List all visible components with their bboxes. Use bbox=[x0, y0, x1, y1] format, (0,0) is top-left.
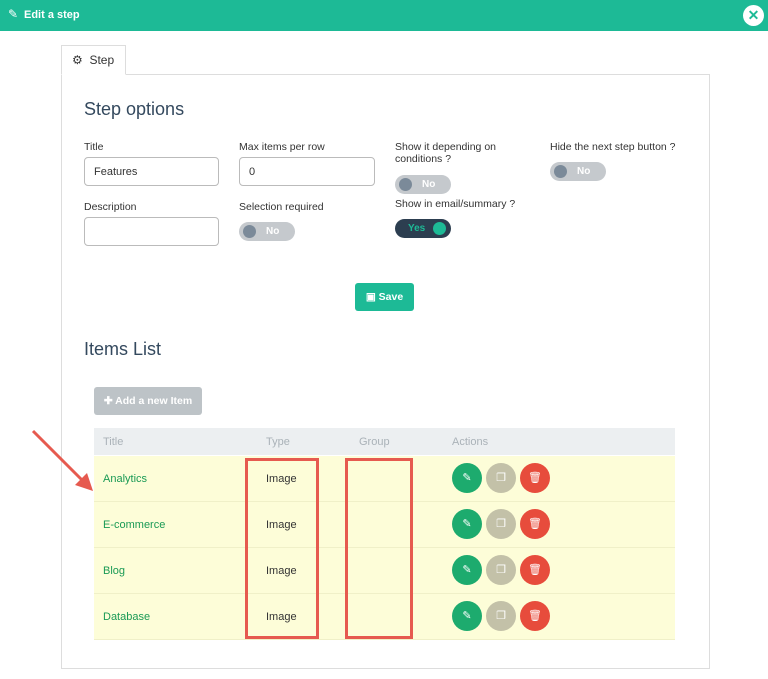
trash-icon: 🗑 bbox=[528, 518, 542, 530]
table-header: Title Type Group Actions bbox=[94, 428, 675, 455]
duplicate-button[interactable]: ❐ bbox=[486, 555, 516, 585]
item-type: Image bbox=[266, 519, 297, 531]
title-input[interactable]: Features bbox=[84, 157, 219, 186]
delete-button[interactable]: 🗑 bbox=[520, 509, 550, 539]
title-label: Title bbox=[84, 141, 104, 153]
edit-button[interactable]: ✎ bbox=[452, 509, 482, 539]
plus-icon: ✚ bbox=[103, 395, 113, 407]
pencil-icon: ✎ bbox=[462, 564, 472, 576]
table-row: Blog Image ✎ ❐ 🗑 bbox=[94, 548, 675, 594]
modal-header bbox=[0, 0, 768, 31]
max-items-input[interactable]: 0 bbox=[239, 157, 375, 186]
hide-next-label: Hide the next step button ? bbox=[550, 141, 676, 153]
copy-icon: ❐ bbox=[496, 518, 506, 530]
step-options-heading: Step options bbox=[84, 99, 185, 119]
selection-required-toggle[interactable]: No bbox=[239, 222, 295, 241]
tab-panel bbox=[61, 74, 710, 669]
edit-button[interactable]: ✎ bbox=[452, 463, 482, 493]
table-row: Analytics Image ✎ ❐ 🗑 bbox=[94, 456, 675, 502]
edit-button[interactable]: ✎ bbox=[452, 555, 482, 585]
max-items-label: Max items per row bbox=[239, 141, 325, 153]
modal-title: Edit a step bbox=[24, 9, 80, 21]
item-title[interactable]: Database bbox=[103, 611, 151, 623]
pencil-icon: ✎ bbox=[462, 518, 472, 530]
hide-next-toggle[interactable]: No bbox=[550, 162, 606, 181]
duplicate-button[interactable]: ❐ bbox=[486, 463, 516, 493]
tab-label: Step bbox=[89, 53, 115, 67]
item-type: Image bbox=[266, 611, 297, 623]
duplicate-button[interactable]: ❐ bbox=[486, 601, 516, 631]
col-group: Group bbox=[359, 436, 390, 448]
table-row: E-commerce Image ✎ ❐ 🗑 bbox=[94, 502, 675, 548]
annotation-box-group bbox=[345, 458, 413, 639]
gear-icon: ⚙ bbox=[72, 53, 83, 67]
selection-required-label: Selection required bbox=[239, 201, 324, 213]
annotation-arrow bbox=[31, 429, 93, 491]
close-icon: ✕ bbox=[747, 7, 760, 23]
delete-button[interactable]: 🗑 bbox=[520, 601, 550, 631]
pencil-icon: ✎ bbox=[462, 472, 472, 484]
description-input[interactable] bbox=[84, 217, 219, 246]
table-row: Database Image ✎ ❐ 🗑 bbox=[94, 594, 675, 640]
delete-button[interactable]: 🗑 bbox=[520, 555, 550, 585]
edit-button[interactable]: ✎ bbox=[452, 601, 482, 631]
copy-icon: ❐ bbox=[496, 564, 506, 576]
duplicate-button[interactable]: ❐ bbox=[486, 509, 516, 539]
pencil-icon: ✎ bbox=[462, 610, 472, 622]
tab-step[interactable]: ⚙ Step bbox=[61, 45, 126, 75]
item-title[interactable]: Analytics bbox=[103, 473, 148, 485]
trash-icon: 🗑 bbox=[528, 472, 542, 484]
email-summary-toggle[interactable]: Yes bbox=[395, 219, 451, 238]
pencil-icon: ✎ bbox=[8, 7, 19, 21]
description-label: Description bbox=[84, 201, 137, 213]
conditions-toggle[interactable]: No bbox=[395, 175, 451, 194]
item-title[interactable]: E-commerce bbox=[103, 519, 166, 531]
copy-icon: ❐ bbox=[496, 472, 506, 484]
conditions-label: Show it depending on conditions ? bbox=[395, 141, 496, 165]
trash-icon: 🗑 bbox=[528, 564, 542, 576]
trash-icon: 🗑 bbox=[528, 610, 542, 622]
copy-icon: ❐ bbox=[496, 610, 506, 622]
col-type: Type bbox=[266, 436, 290, 448]
email-summary-label: Show in email/summary ? bbox=[395, 198, 516, 210]
floppy-icon: ▣ bbox=[365, 291, 376, 303]
close-button[interactable]: ✕ bbox=[743, 5, 764, 26]
annotation-box-type bbox=[245, 458, 319, 639]
col-actions: Actions bbox=[452, 436, 489, 448]
item-type: Image bbox=[266, 473, 297, 485]
item-type: Image bbox=[266, 565, 297, 577]
item-title[interactable]: Blog bbox=[103, 565, 126, 577]
save-button[interactable]: ▣ Save bbox=[355, 283, 414, 311]
add-item-button[interactable]: ✚ Add a new Item bbox=[94, 387, 202, 415]
items-list-heading: Items List bbox=[84, 339, 162, 359]
delete-button[interactable]: 🗑 bbox=[520, 463, 550, 493]
col-title: Title bbox=[103, 436, 124, 448]
